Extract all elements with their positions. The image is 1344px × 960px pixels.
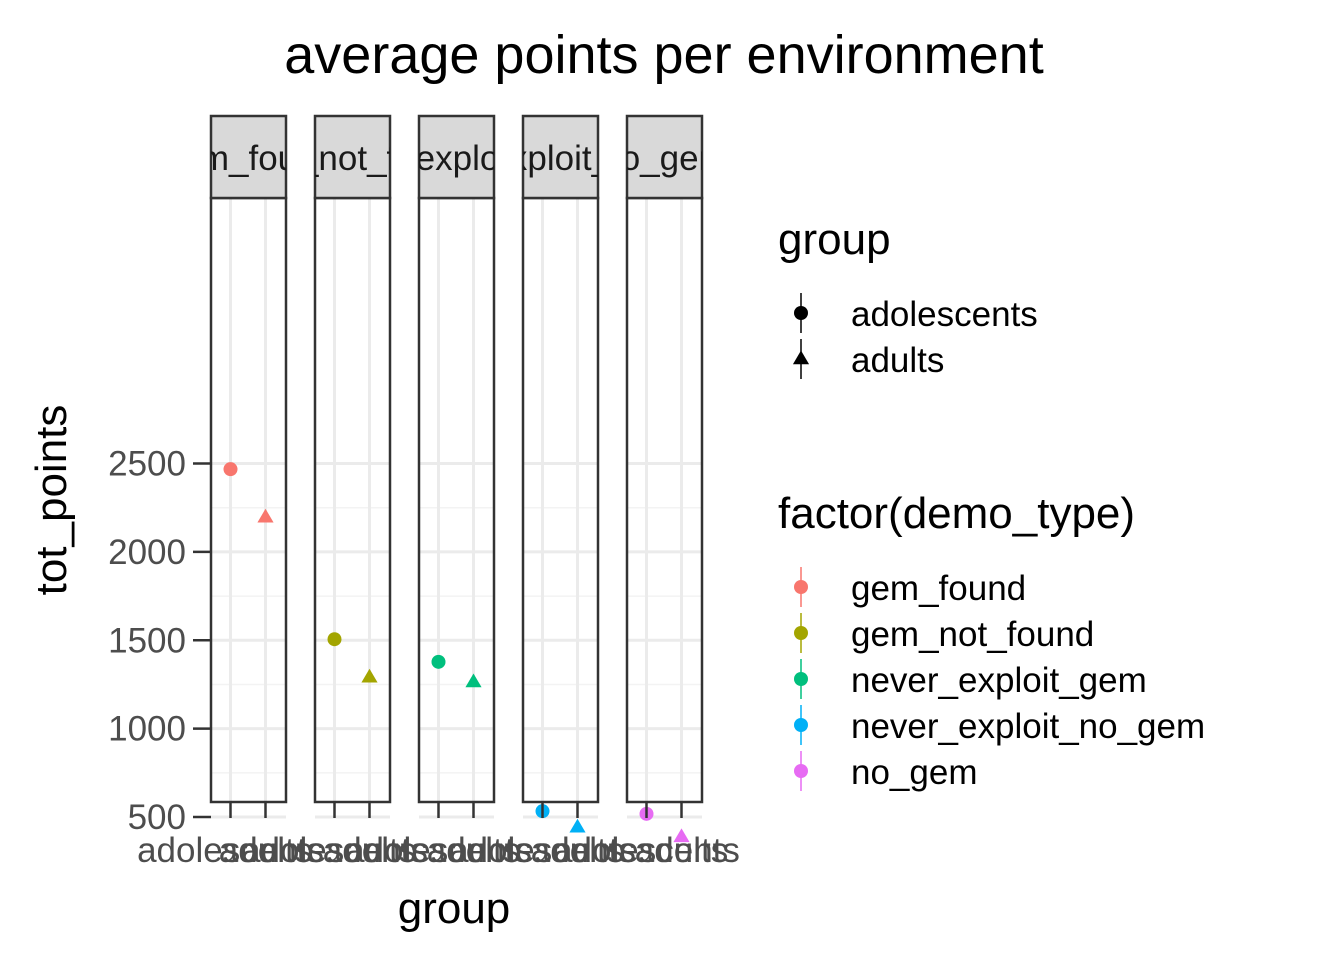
facet-strip — [313, 114, 392, 200]
legend-label: gem_found — [851, 569, 1026, 608]
facet-strip-label: gem_found — [161, 139, 336, 178]
legend-key-circle — [794, 626, 808, 640]
chart-title: average points per environment — [284, 25, 1043, 85]
facet-strip-label: gem_not_found — [231, 139, 474, 178]
legend-label: adolescents — [851, 295, 1038, 334]
panel-background — [419, 198, 494, 802]
y-axis-ticks: 500 1000 1500 2000 2500 — [108, 445, 211, 837]
y-tick-label: 1000 — [108, 710, 186, 749]
legend-color: factor(demo_type) gem_found gem_not_foundn… — [778, 489, 1205, 792]
panel-background — [315, 198, 390, 802]
panel-background — [211, 198, 286, 802]
legend-label: adults — [851, 341, 944, 380]
y-tick-label: 2500 — [108, 445, 186, 484]
y-tick-label: 1500 — [108, 621, 186, 660]
y-tick-label: 500 — [128, 798, 186, 837]
legend-key-circle — [794, 764, 808, 778]
facet-strip-label: never_exploit_gem — [309, 139, 605, 178]
y-tick-label: 2000 — [108, 533, 186, 572]
data-point-adolescents — [223, 462, 238, 477]
legend-key-triangle — [792, 350, 810, 365]
x-tick-label: adults — [427, 831, 520, 870]
panel-background — [627, 198, 702, 802]
data-point-adults — [569, 818, 586, 833]
x-tick-label: adolescents — [449, 831, 636, 870]
x-tick-label: adolescents — [345, 831, 532, 870]
x-tick-label: adults — [531, 831, 624, 870]
x-tick-label: adults — [635, 831, 728, 870]
x-tick-label: adults — [323, 831, 416, 870]
legend-key-circle — [794, 580, 808, 594]
y-axis-title: tot_points — [27, 405, 76, 596]
data-point-adults — [465, 673, 482, 688]
data-point-adolescents — [431, 654, 446, 669]
legends: groupadolescentsadultsfactor(demo_type)g… — [778, 215, 1205, 792]
data-point-adults — [673, 828, 690, 843]
data-point-adults — [361, 668, 378, 683]
legend-group: group adolescents adults — [778, 215, 1038, 380]
legend-title: factor(demo_type) — [778, 489, 1135, 538]
x-tick-label: adults — [219, 831, 312, 870]
legend-key-circle — [794, 718, 808, 732]
facet-strip — [521, 114, 600, 200]
x-tick-label: adolescents — [241, 831, 428, 870]
panel-background — [523, 198, 598, 802]
legend-title: group — [778, 215, 891, 264]
legend-label: no_gem — [851, 753, 977, 792]
facet-strip-label: never_exploit_no_gem — [383, 139, 737, 178]
legend-label: gem_not_found — [851, 615, 1094, 654]
x-tick-label: adolescents — [553, 831, 740, 870]
facet-strip — [417, 114, 496, 200]
data-point-adults — [257, 508, 274, 523]
legend-label: never_exploit_gem — [851, 661, 1147, 700]
facet-strip — [209, 114, 288, 200]
legend-key-circle — [794, 672, 808, 686]
x-axis-title: group — [398, 884, 511, 933]
legend-key-circle — [794, 306, 808, 320]
facet-strip-label: no_gem — [601, 139, 727, 178]
facet-strip — [625, 114, 704, 200]
x-tick-label: adolescents — [137, 831, 324, 870]
facet-panels: gem_foundadolescentsadultsgem_not_founda… — [137, 114, 740, 870]
legend-label: never_exploit_no_gem — [851, 707, 1205, 746]
data-point-adolescents — [327, 632, 342, 647]
